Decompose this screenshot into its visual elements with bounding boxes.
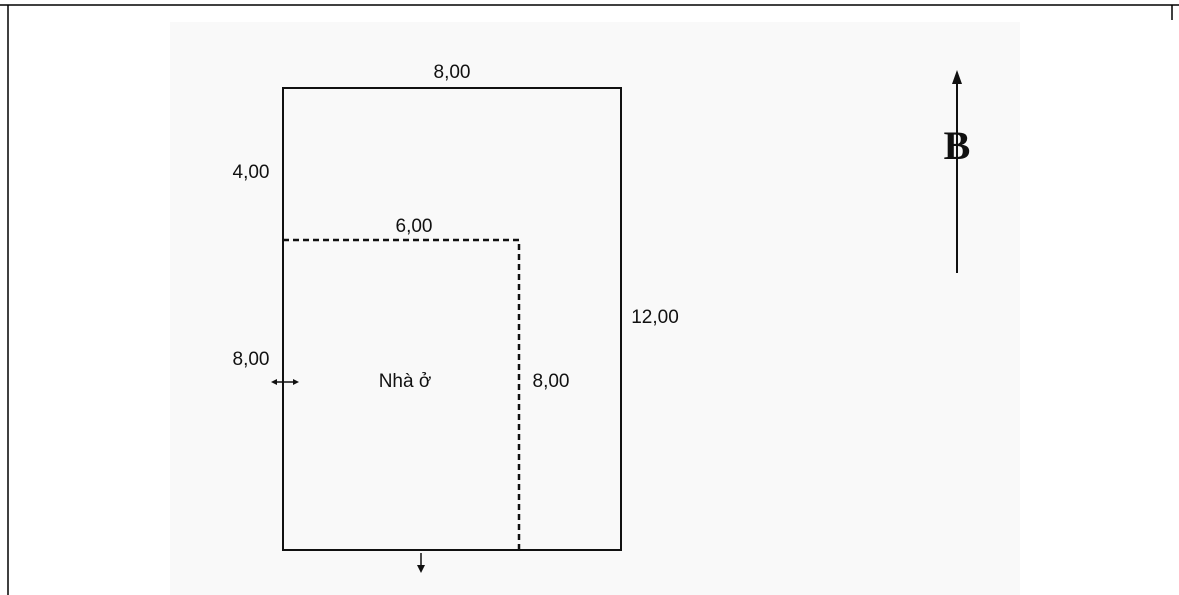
dimension-label: 8,00 (233, 349, 270, 370)
gate-arrow (417, 553, 425, 573)
dimension-label: 12,00 (631, 307, 679, 328)
drawing-background (170, 22, 1020, 595)
lot-outline (282, 87, 622, 551)
dimension-label: 6,00 (396, 216, 433, 237)
room-label: Nhà ở (379, 371, 432, 392)
north-label: B (944, 123, 971, 168)
house-outline (283, 238, 521, 550)
dimension-label: 4,00 (233, 162, 270, 183)
north-arrow (952, 70, 962, 273)
dimension-label: 8,00 (434, 62, 471, 83)
dimension-label: 8,00 (533, 371, 570, 392)
entrance-arrow (271, 379, 299, 385)
